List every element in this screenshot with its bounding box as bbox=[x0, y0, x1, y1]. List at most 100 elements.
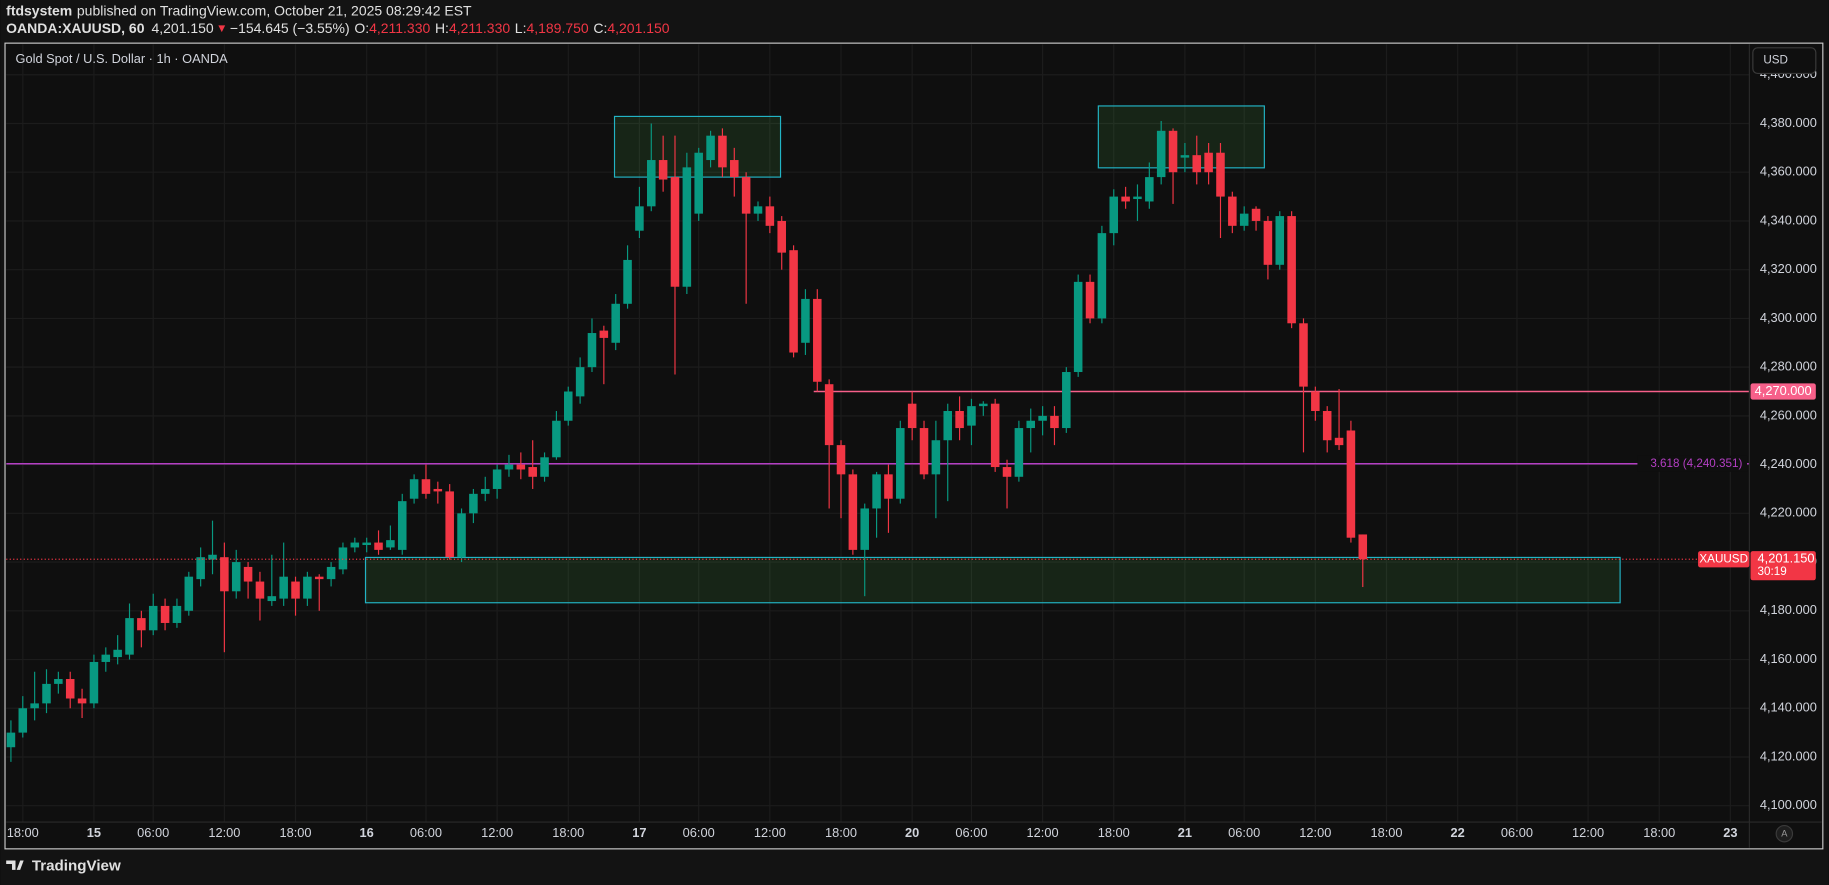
candle-body bbox=[1228, 196, 1237, 226]
candle-body bbox=[113, 649, 122, 658]
grid bbox=[6, 44, 1750, 823]
candle-body bbox=[896, 428, 905, 499]
symbol-line: OANDA:XAUUSD, 60 4,201.150 ▼ −154.645 (−3.5… bbox=[6, 20, 670, 36]
line-label: 3.618 (4,240.351) bbox=[1650, 457, 1742, 470]
candle-body bbox=[706, 135, 715, 161]
candle-body bbox=[848, 474, 858, 550]
candle-body bbox=[623, 259, 632, 304]
last-price: 4,201.150 bbox=[151, 20, 213, 36]
candle-body bbox=[967, 406, 976, 426]
candle-body bbox=[89, 661, 99, 704]
x-tick-label: 06:00 bbox=[683, 825, 715, 840]
candle-body bbox=[196, 557, 205, 580]
candle-body bbox=[160, 605, 170, 623]
candle-body bbox=[813, 298, 822, 382]
candle-body bbox=[789, 250, 798, 353]
close-label: C: bbox=[593, 20, 607, 36]
candle-body bbox=[409, 479, 419, 499]
candle-body bbox=[18, 708, 28, 733]
zone bbox=[364, 556, 1621, 604]
candle-body bbox=[540, 457, 549, 477]
candle-body bbox=[1311, 391, 1320, 411]
auto-scale-button[interactable] bbox=[1775, 824, 1794, 843]
currency-button[interactable] bbox=[1752, 47, 1817, 75]
candle-body bbox=[1346, 430, 1356, 538]
x-tick-label: 18:00 bbox=[7, 825, 39, 840]
symbol: OANDA:XAUUSD, 60 bbox=[6, 20, 145, 36]
low-value: 4,189.750 bbox=[526, 20, 588, 36]
candle-body bbox=[575, 367, 585, 397]
candle-body bbox=[635, 206, 644, 231]
candle-body bbox=[1109, 196, 1119, 234]
x-tick-label: 18:00 bbox=[1098, 825, 1130, 840]
candle-body bbox=[480, 488, 490, 494]
candle-body bbox=[528, 467, 537, 477]
candle-body bbox=[338, 547, 348, 570]
countdown-label: 30:19 bbox=[1758, 565, 1787, 578]
y-tick-label: 4,340.000 bbox=[1760, 212, 1817, 227]
logo-text: TradingView bbox=[32, 857, 121, 874]
x-tick-label: 12:00 bbox=[208, 825, 240, 840]
x-tick-label: 16 bbox=[360, 825, 374, 840]
candle-body bbox=[65, 679, 75, 699]
line-label-bg bbox=[1637, 455, 1748, 472]
open-label: O: bbox=[354, 20, 369, 36]
x-tick-label: 18:00 bbox=[552, 825, 584, 840]
candle-body bbox=[1322, 410, 1332, 441]
candle-body bbox=[955, 410, 964, 429]
candle-body bbox=[1275, 216, 1285, 265]
x-tick-label: 23 bbox=[1723, 825, 1737, 840]
candle-body bbox=[231, 562, 241, 592]
candle-body bbox=[445, 491, 454, 558]
candle-body bbox=[1014, 428, 1024, 477]
candle-body bbox=[267, 596, 277, 602]
candle-body bbox=[884, 474, 893, 499]
x-tick-label: 18:00 bbox=[1643, 825, 1675, 840]
candle-body bbox=[433, 488, 443, 492]
author: ftdsystem bbox=[6, 2, 72, 18]
price-tag bbox=[1750, 383, 1816, 400]
candle-body bbox=[208, 554, 217, 560]
candle-body bbox=[1121, 196, 1130, 202]
candle-body bbox=[1263, 220, 1273, 265]
candle-body bbox=[30, 703, 39, 709]
x-tick-label: 06:00 bbox=[137, 825, 169, 840]
change: −154.645 (−3.55%) bbox=[230, 20, 350, 36]
candle-body bbox=[255, 581, 265, 599]
x-tick-label: 06:00 bbox=[1228, 825, 1260, 840]
candle-body bbox=[350, 542, 360, 548]
x-tick-label: 12:00 bbox=[1027, 825, 1059, 840]
candle-body bbox=[1050, 415, 1059, 429]
candle-body bbox=[279, 576, 288, 599]
logo: TradingView bbox=[6, 857, 121, 874]
low-label: L: bbox=[515, 20, 527, 36]
candle-body bbox=[1334, 437, 1344, 446]
y-tick-label: 4,180.000 bbox=[1760, 602, 1817, 617]
y-tick-label: 4,140.000 bbox=[1760, 700, 1817, 715]
down-arrow: ▼ bbox=[216, 22, 228, 35]
candle-body bbox=[1287, 216, 1296, 324]
candle-body bbox=[990, 403, 1000, 468]
last-price-label: 4,201.150 bbox=[1758, 551, 1815, 566]
y-tick-label: 4,280.000 bbox=[1760, 359, 1817, 374]
candle-body bbox=[1204, 152, 1213, 173]
currency-label[interactable]: USD bbox=[1763, 54, 1788, 67]
candle-body bbox=[42, 683, 51, 704]
candle-body bbox=[314, 576, 324, 580]
candle-body bbox=[1026, 420, 1036, 429]
candle-body bbox=[1358, 534, 1368, 560]
candle-body bbox=[1038, 415, 1047, 421]
candle-body bbox=[730, 160, 739, 178]
open-value: 4,211.330 bbox=[369, 20, 430, 36]
x-tick-label: 15 bbox=[87, 825, 101, 840]
candle-body bbox=[504, 464, 514, 470]
candle-body bbox=[303, 576, 312, 599]
candle-body bbox=[362, 542, 371, 546]
plot-area bbox=[6, 105, 1750, 762]
candle-body bbox=[1216, 152, 1225, 197]
auto-scale-label[interactable]: A bbox=[1781, 829, 1788, 839]
candle-body bbox=[125, 618, 134, 655]
y-tick-label: 4,380.000 bbox=[1760, 115, 1817, 130]
